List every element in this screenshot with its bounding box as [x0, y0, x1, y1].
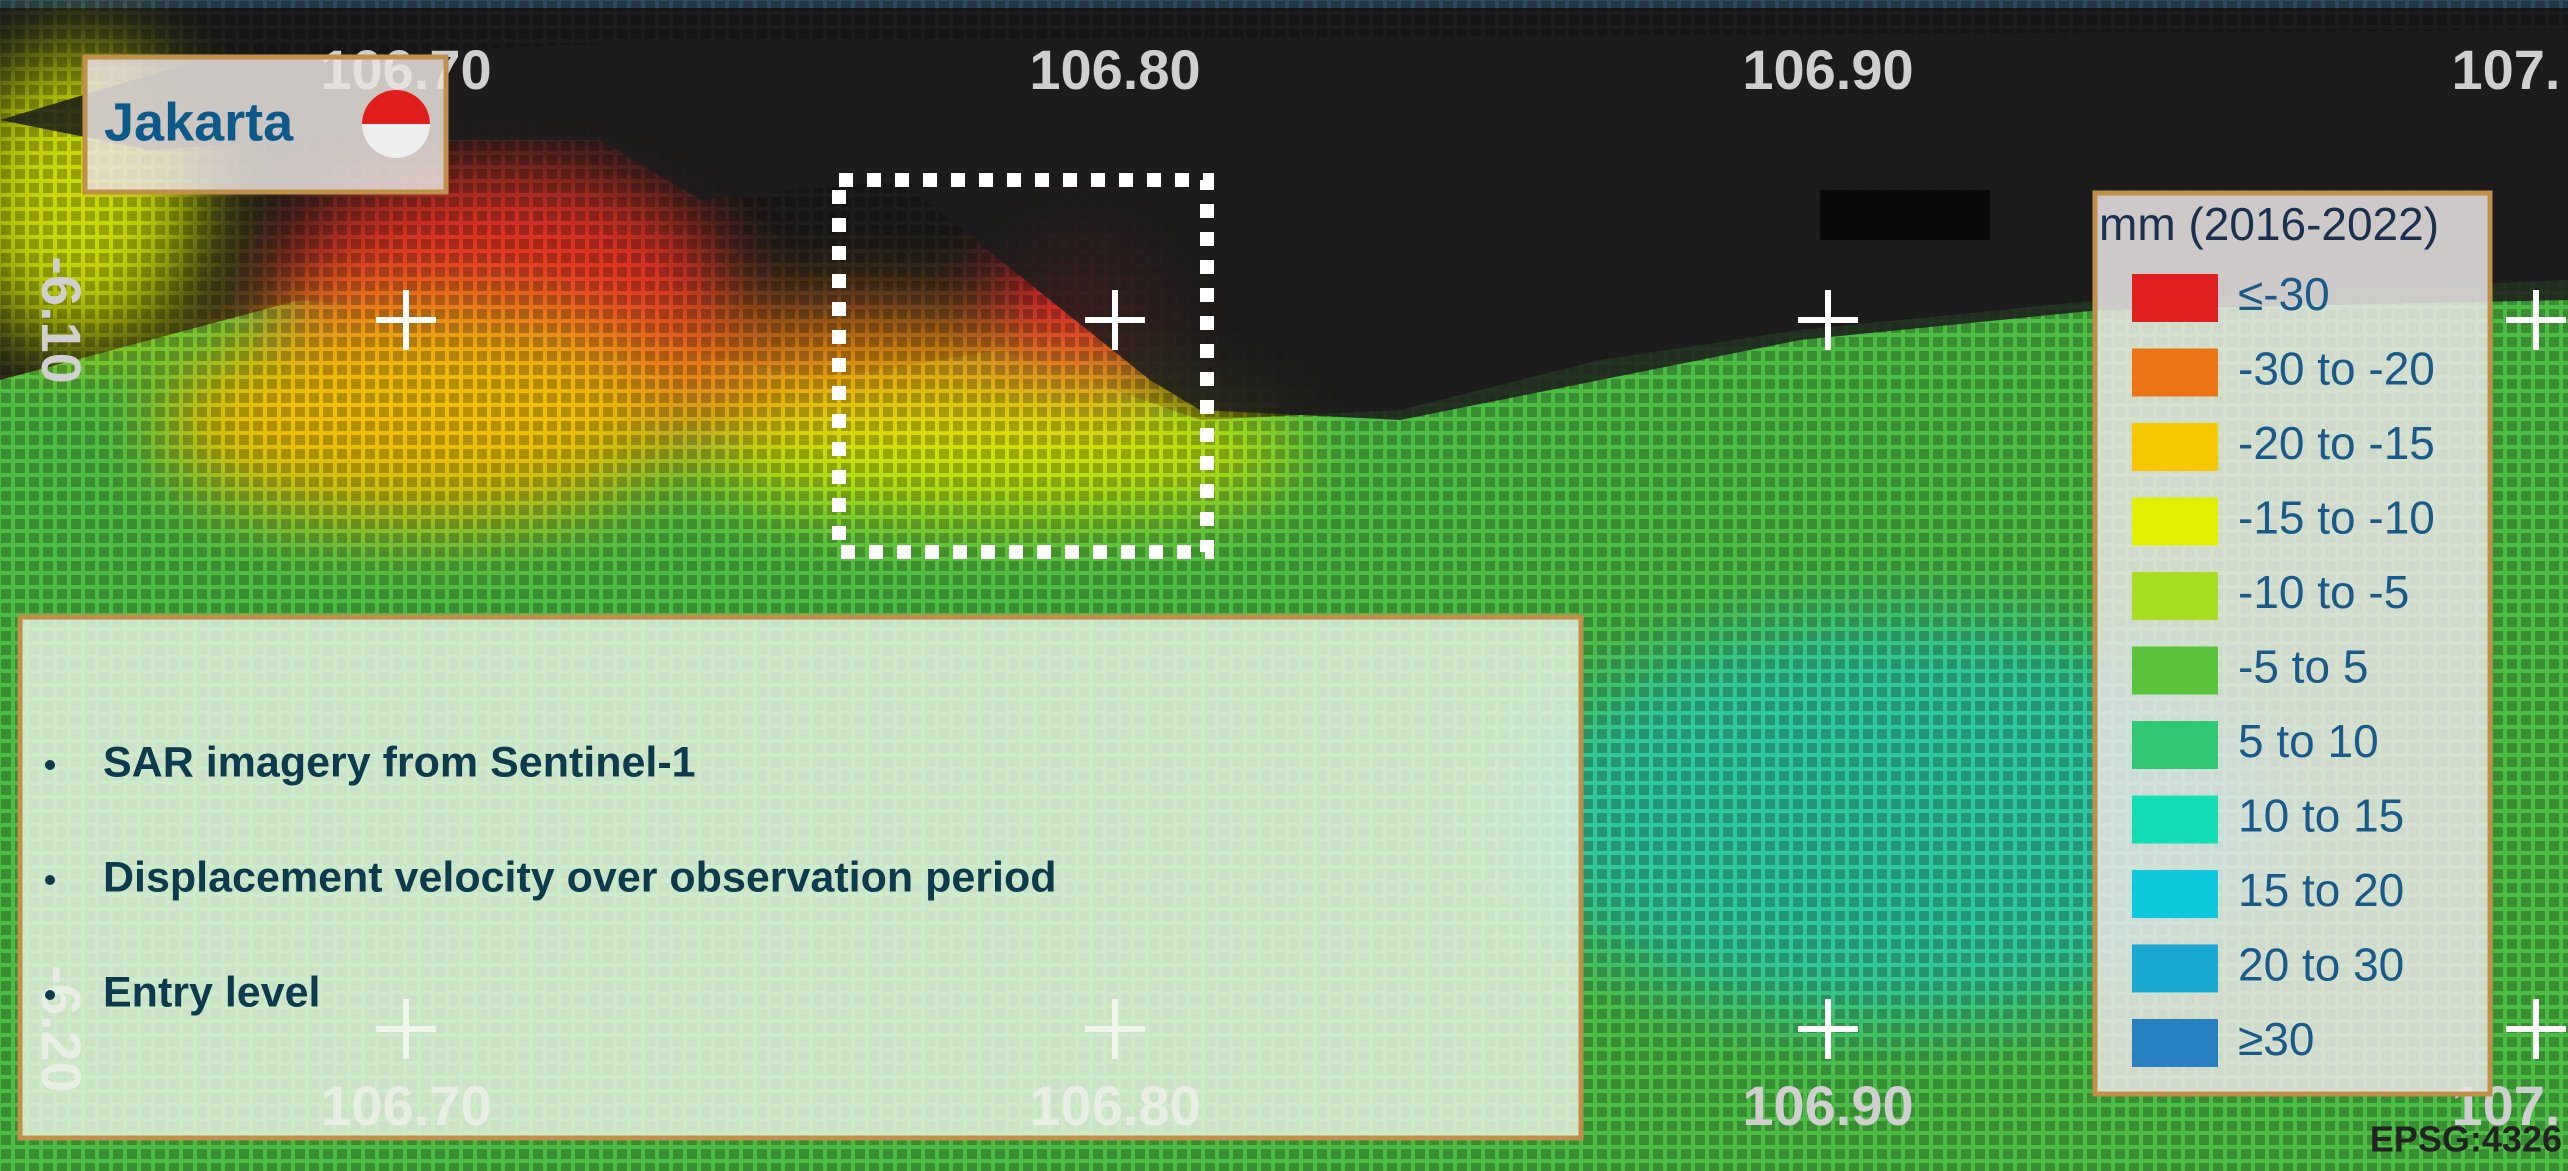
- focus-box: [832, 173, 1214, 559]
- legend-label: -5 to 5: [2238, 641, 2368, 693]
- legend-swatch: [2132, 348, 2218, 397]
- legend-title: mm (2016-2022): [2099, 198, 2439, 250]
- title: Jakarta: [104, 92, 294, 152]
- legend-label: -30 to -20: [2238, 343, 2435, 395]
- lon-label: 106.90: [1742, 1074, 1913, 1137]
- info-box: [17, 614, 1584, 1141]
- legend-label: -20 to -15: [2238, 417, 2435, 469]
- legend-label: ≤-30: [2238, 268, 2330, 320]
- legend-swatch: [2132, 497, 2218, 546]
- crs-label: EPSG:4326: [2370, 1119, 2562, 1160]
- legend-swatch: [2132, 870, 2218, 918]
- legend-label: 5 to 10: [2238, 715, 2379, 767]
- bullet-text: SAR imagery from Sentinel-1: [103, 738, 696, 786]
- bullet-dot: [45, 760, 55, 770]
- lon-label: 106.80: [1029, 38, 1200, 101]
- legend-swatch: [2132, 1019, 2218, 1067]
- bullet-dot: [45, 875, 55, 885]
- legend-label: 10 to 15: [2238, 790, 2404, 842]
- legend-label: 15 to 20: [2238, 864, 2404, 916]
- legend-swatch: [2132, 646, 2218, 695]
- legend-label: -10 to -5: [2238, 566, 2409, 618]
- legend-label: ≥30: [2238, 1013, 2314, 1065]
- legend-swatch: [2132, 572, 2218, 620]
- bullet-text: Entry level: [103, 968, 321, 1016]
- legend-swatch: [2132, 274, 2218, 322]
- lat-label: -6.10: [30, 256, 93, 384]
- legend-swatch: [2132, 423, 2218, 471]
- legend-box: [2092, 190, 2493, 1097]
- bullet-text: Displacement velocity over observation p…: [103, 853, 1056, 901]
- legend-swatch: [2132, 795, 2218, 844]
- legend-label: 20 to 30: [2238, 939, 2404, 991]
- flag: [362, 90, 430, 158]
- legend-swatch: [2132, 721, 2218, 769]
- bullet-dot: [45, 990, 55, 1000]
- legend-label: -15 to -10: [2238, 492, 2435, 544]
- lon-label: 106.90: [1742, 38, 1913, 101]
- legend-swatch: [2132, 944, 2218, 993]
- lon-label: 107.: [2452, 38, 2561, 101]
